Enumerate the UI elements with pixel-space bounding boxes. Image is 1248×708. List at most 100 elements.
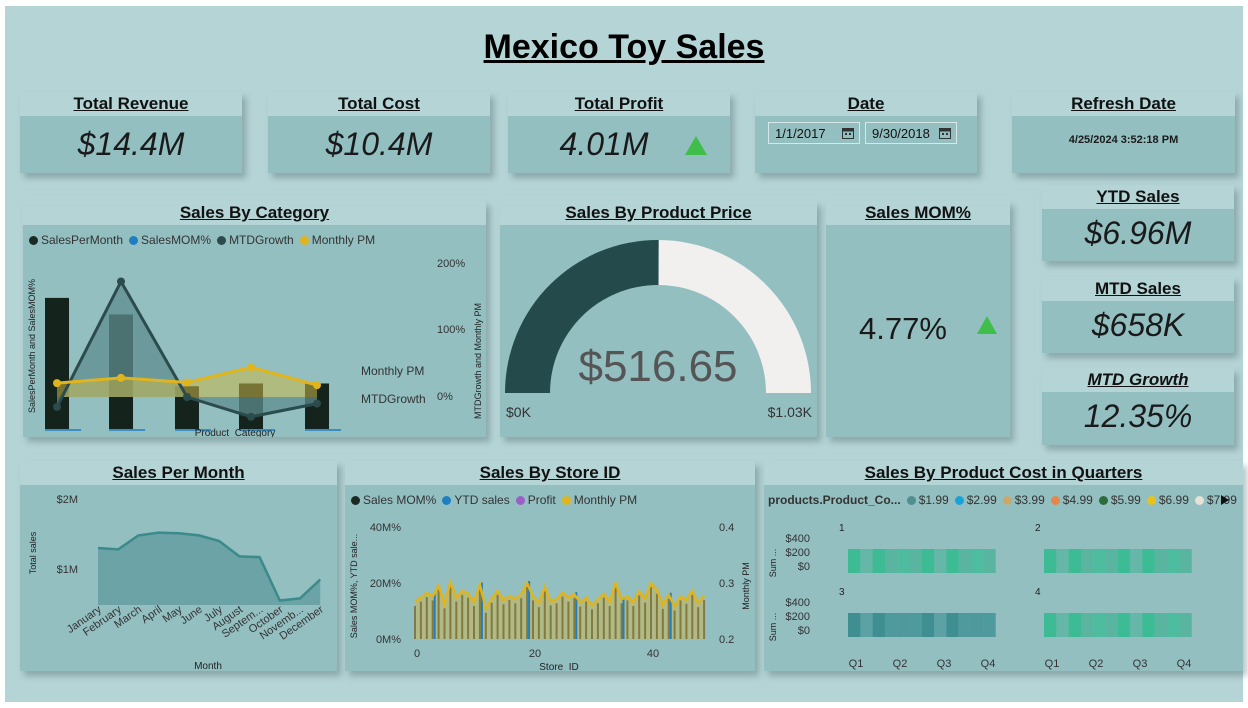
legend-marker [1146, 496, 1156, 505]
store-bar [620, 603, 623, 639]
legend-marker [1194, 496, 1204, 505]
ytd-bar [622, 597, 625, 639]
ytd-bar [528, 581, 531, 639]
legend-marker [561, 496, 571, 505]
y2-tick-label: 0.4 [719, 522, 734, 534]
total-revenue-card[interactable]: Total Revenue $14.4M [20, 92, 242, 173]
store-bar [555, 603, 558, 639]
y2-tick-label: 0% [437, 391, 453, 403]
store-bar [679, 600, 682, 639]
ytd-bar [480, 582, 483, 639]
sales-by-store-card[interactable]: Sales By Store ID Sales MOM% YTD sales Pro… [345, 461, 755, 671]
legend-label: MTDGrowth [229, 233, 294, 247]
x-tick-label: Q2 [893, 658, 908, 670]
heat-cell [872, 613, 885, 637]
store-bar [467, 597, 470, 639]
y2-tick-label: 100% [437, 324, 465, 336]
legend-next-icon[interactable] [1220, 494, 1230, 506]
mtd-sales-card[interactable]: MTD Sales $658K [1042, 277, 1234, 353]
y-tick-label: $0 [798, 561, 810, 573]
heat-cell [1093, 549, 1106, 573]
sales-by-product-price-card[interactable]: Sales By Product Price $516.65 $0K $1.03K [500, 201, 817, 437]
x-axis-label: Month [194, 661, 222, 671]
heat-cell [1179, 549, 1192, 573]
legend-label: Monthly PM [573, 493, 638, 507]
mtd-growth-card[interactable]: MTD Growth 12.35% [1042, 368, 1234, 445]
legend-label: Monthly PM [311, 233, 376, 247]
legend-label: YTD sales [454, 493, 510, 507]
sales-per-month-card[interactable]: Sales Per Month Total sales $2M $1M January… [20, 461, 337, 671]
store-bar [537, 607, 540, 639]
card-title: Total Profit [508, 92, 730, 116]
heat-cell [983, 613, 996, 637]
heat-cell [1080, 613, 1094, 637]
store-bar [585, 601, 588, 639]
x-tick-label: Q1 [1045, 658, 1060, 670]
card-title: Sales Per Month [20, 461, 337, 485]
x-tick-label: 20 [529, 648, 541, 660]
store-bar [443, 608, 446, 639]
heat-cell [971, 549, 984, 573]
x-tick-label: Q4 [1177, 658, 1192, 670]
line-label: Monthly PM [361, 364, 424, 378]
y-tick-label: 20M% [370, 578, 401, 590]
heat-cell [909, 549, 922, 573]
date-slicer-card[interactable]: Date 1/1/2017 9/30/2018 [755, 92, 977, 173]
panel-label: 3 [839, 587, 845, 598]
legend-title: products.Product_Co... [768, 493, 901, 507]
store-bar [532, 600, 534, 639]
x-tick-label: Q2 [1089, 658, 1104, 670]
store-bar [425, 597, 428, 639]
sales-by-category-card[interactable]: Sales By Category SalesPerMonth SalesMOM%… [23, 201, 486, 437]
total-profit-card[interactable]: Total Profit 4.01M [508, 92, 730, 173]
legend-marker [351, 496, 360, 505]
y-tick-label: $200 [786, 547, 810, 559]
heat-cell [848, 549, 861, 573]
card-title: Total Cost [268, 92, 490, 116]
monthly-area-chart: Total sales$2M$1MJanuaryFebruaryMarchApr… [28, 494, 326, 671]
legend-label: $4.99 [1062, 493, 1093, 507]
store-bar [638, 595, 641, 639]
heat-cell [1105, 613, 1118, 637]
monthly-pm-point [247, 363, 255, 372]
store-bar [644, 602, 647, 639]
start-date-input[interactable]: 1/1/2017 [768, 122, 860, 144]
monthly-pm-point [117, 373, 125, 382]
sales-mom-card[interactable]: Sales MOM% 4.77% [826, 201, 1010, 437]
x-tick-label: Q4 [981, 658, 996, 670]
heat-cell [909, 613, 922, 637]
store-bar [573, 598, 576, 639]
mtd-growth-value: 12.35% [1083, 398, 1193, 434]
store-bar [473, 606, 475, 639]
heat-cell [946, 549, 959, 573]
heat-cell [1179, 613, 1192, 637]
ytd-bar [433, 594, 436, 639]
heat-cell [1056, 613, 1069, 637]
product-cost-quarters-card[interactable]: Sales By Product Cost in Quarters produc… [764, 461, 1243, 671]
gauge-value-label: $516.65 [578, 342, 737, 391]
legend-marker [1050, 496, 1060, 505]
store-bar [614, 587, 617, 639]
store-bar [685, 603, 688, 639]
legend-label: $6.99 [1158, 493, 1189, 507]
y-tick-label: $2M [57, 494, 78, 506]
total-cost-card[interactable]: Total Cost $10.4M [268, 92, 490, 173]
calendar-icon[interactable] [842, 127, 854, 139]
end-date-input[interactable]: 9/30/2018 [865, 122, 957, 144]
store-bar [514, 603, 517, 639]
x-tick-label: 0 [414, 648, 420, 660]
card-title: Total Revenue [20, 92, 242, 116]
refresh-date-card[interactable]: Refresh Date 4/25/2024 3:52:18 PM [1012, 92, 1235, 173]
y-tick-label: $0 [798, 625, 810, 637]
card-title: Sales By Product Cost in Quarters [764, 461, 1243, 485]
heat-cell [884, 549, 898, 573]
ytd-sales-card[interactable]: YTD Sales $6.96M [1042, 185, 1234, 261]
legend-marker [442, 496, 452, 505]
store-bar [549, 605, 552, 639]
heat-cell [958, 549, 972, 573]
heat-cell [1093, 613, 1106, 637]
heat-cell [1117, 613, 1131, 637]
calendar-icon[interactable] [939, 127, 951, 139]
card-title: Sales By Product Price [500, 201, 817, 225]
category-chart: SalesPerMonth and SalesMOM% MTDGrowth and… [27, 258, 483, 437]
